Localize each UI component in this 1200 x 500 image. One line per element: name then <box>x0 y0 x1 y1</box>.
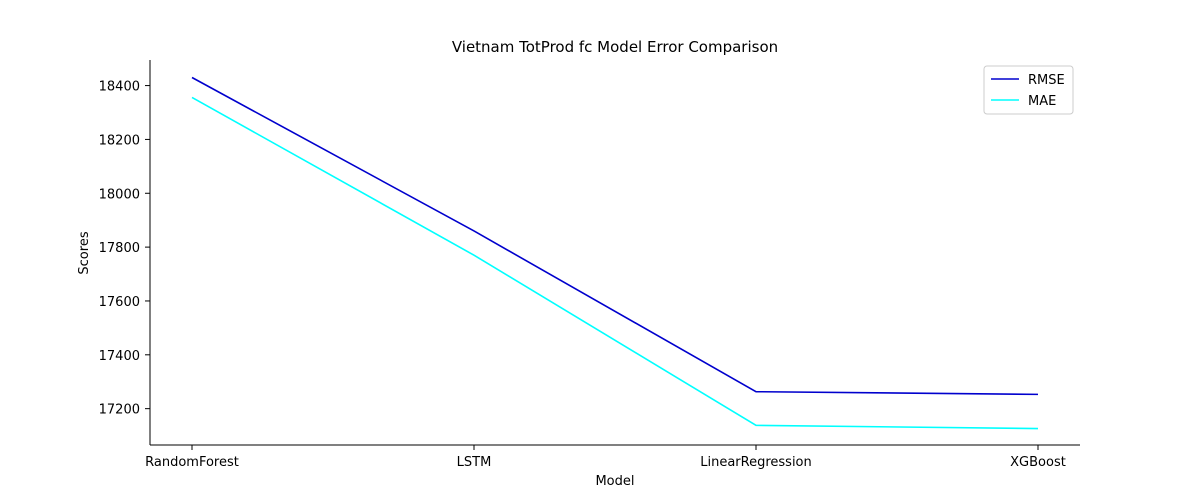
y-tick-label: 18200 <box>99 133 140 148</box>
y-axis-ticks: 17200 17400 17600 17800 18000 18200 18400 <box>99 80 150 418</box>
x-tick-label: XGBoost <box>1010 455 1066 470</box>
legend-label-rmse: RMSE <box>1028 73 1065 88</box>
legend: RMSE MAE <box>983 65 1074 115</box>
x-tick-label: LinearRegression <box>700 455 812 470</box>
legend-label-mae: MAE <box>1028 94 1056 109</box>
chart-title: Vietnam TotProd fc Model Error Compariso… <box>452 38 778 56</box>
y-tick-label: 17600 <box>99 295 140 310</box>
x-tick-label: RandomForest <box>145 455 239 470</box>
y-tick-label: 18000 <box>99 187 140 202</box>
y-tick-label: 17200 <box>99 403 140 418</box>
y-tick-label: 18400 <box>99 80 140 95</box>
y-axis-label: Scores <box>77 231 92 274</box>
series-line-rmse <box>191 76 1039 396</box>
series-line-mae <box>191 96 1039 430</box>
x-tick-label: LSTM <box>457 455 492 470</box>
x-axis-ticks: RandomForest LSTM LinearRegression XGBoost <box>145 445 1066 470</box>
y-tick-label: 17400 <box>99 349 140 364</box>
y-tick-label: 17800 <box>99 241 140 256</box>
legend-box <box>983 65 1074 115</box>
plot-area <box>191 76 1039 430</box>
x-axis-label: Model <box>595 474 634 489</box>
